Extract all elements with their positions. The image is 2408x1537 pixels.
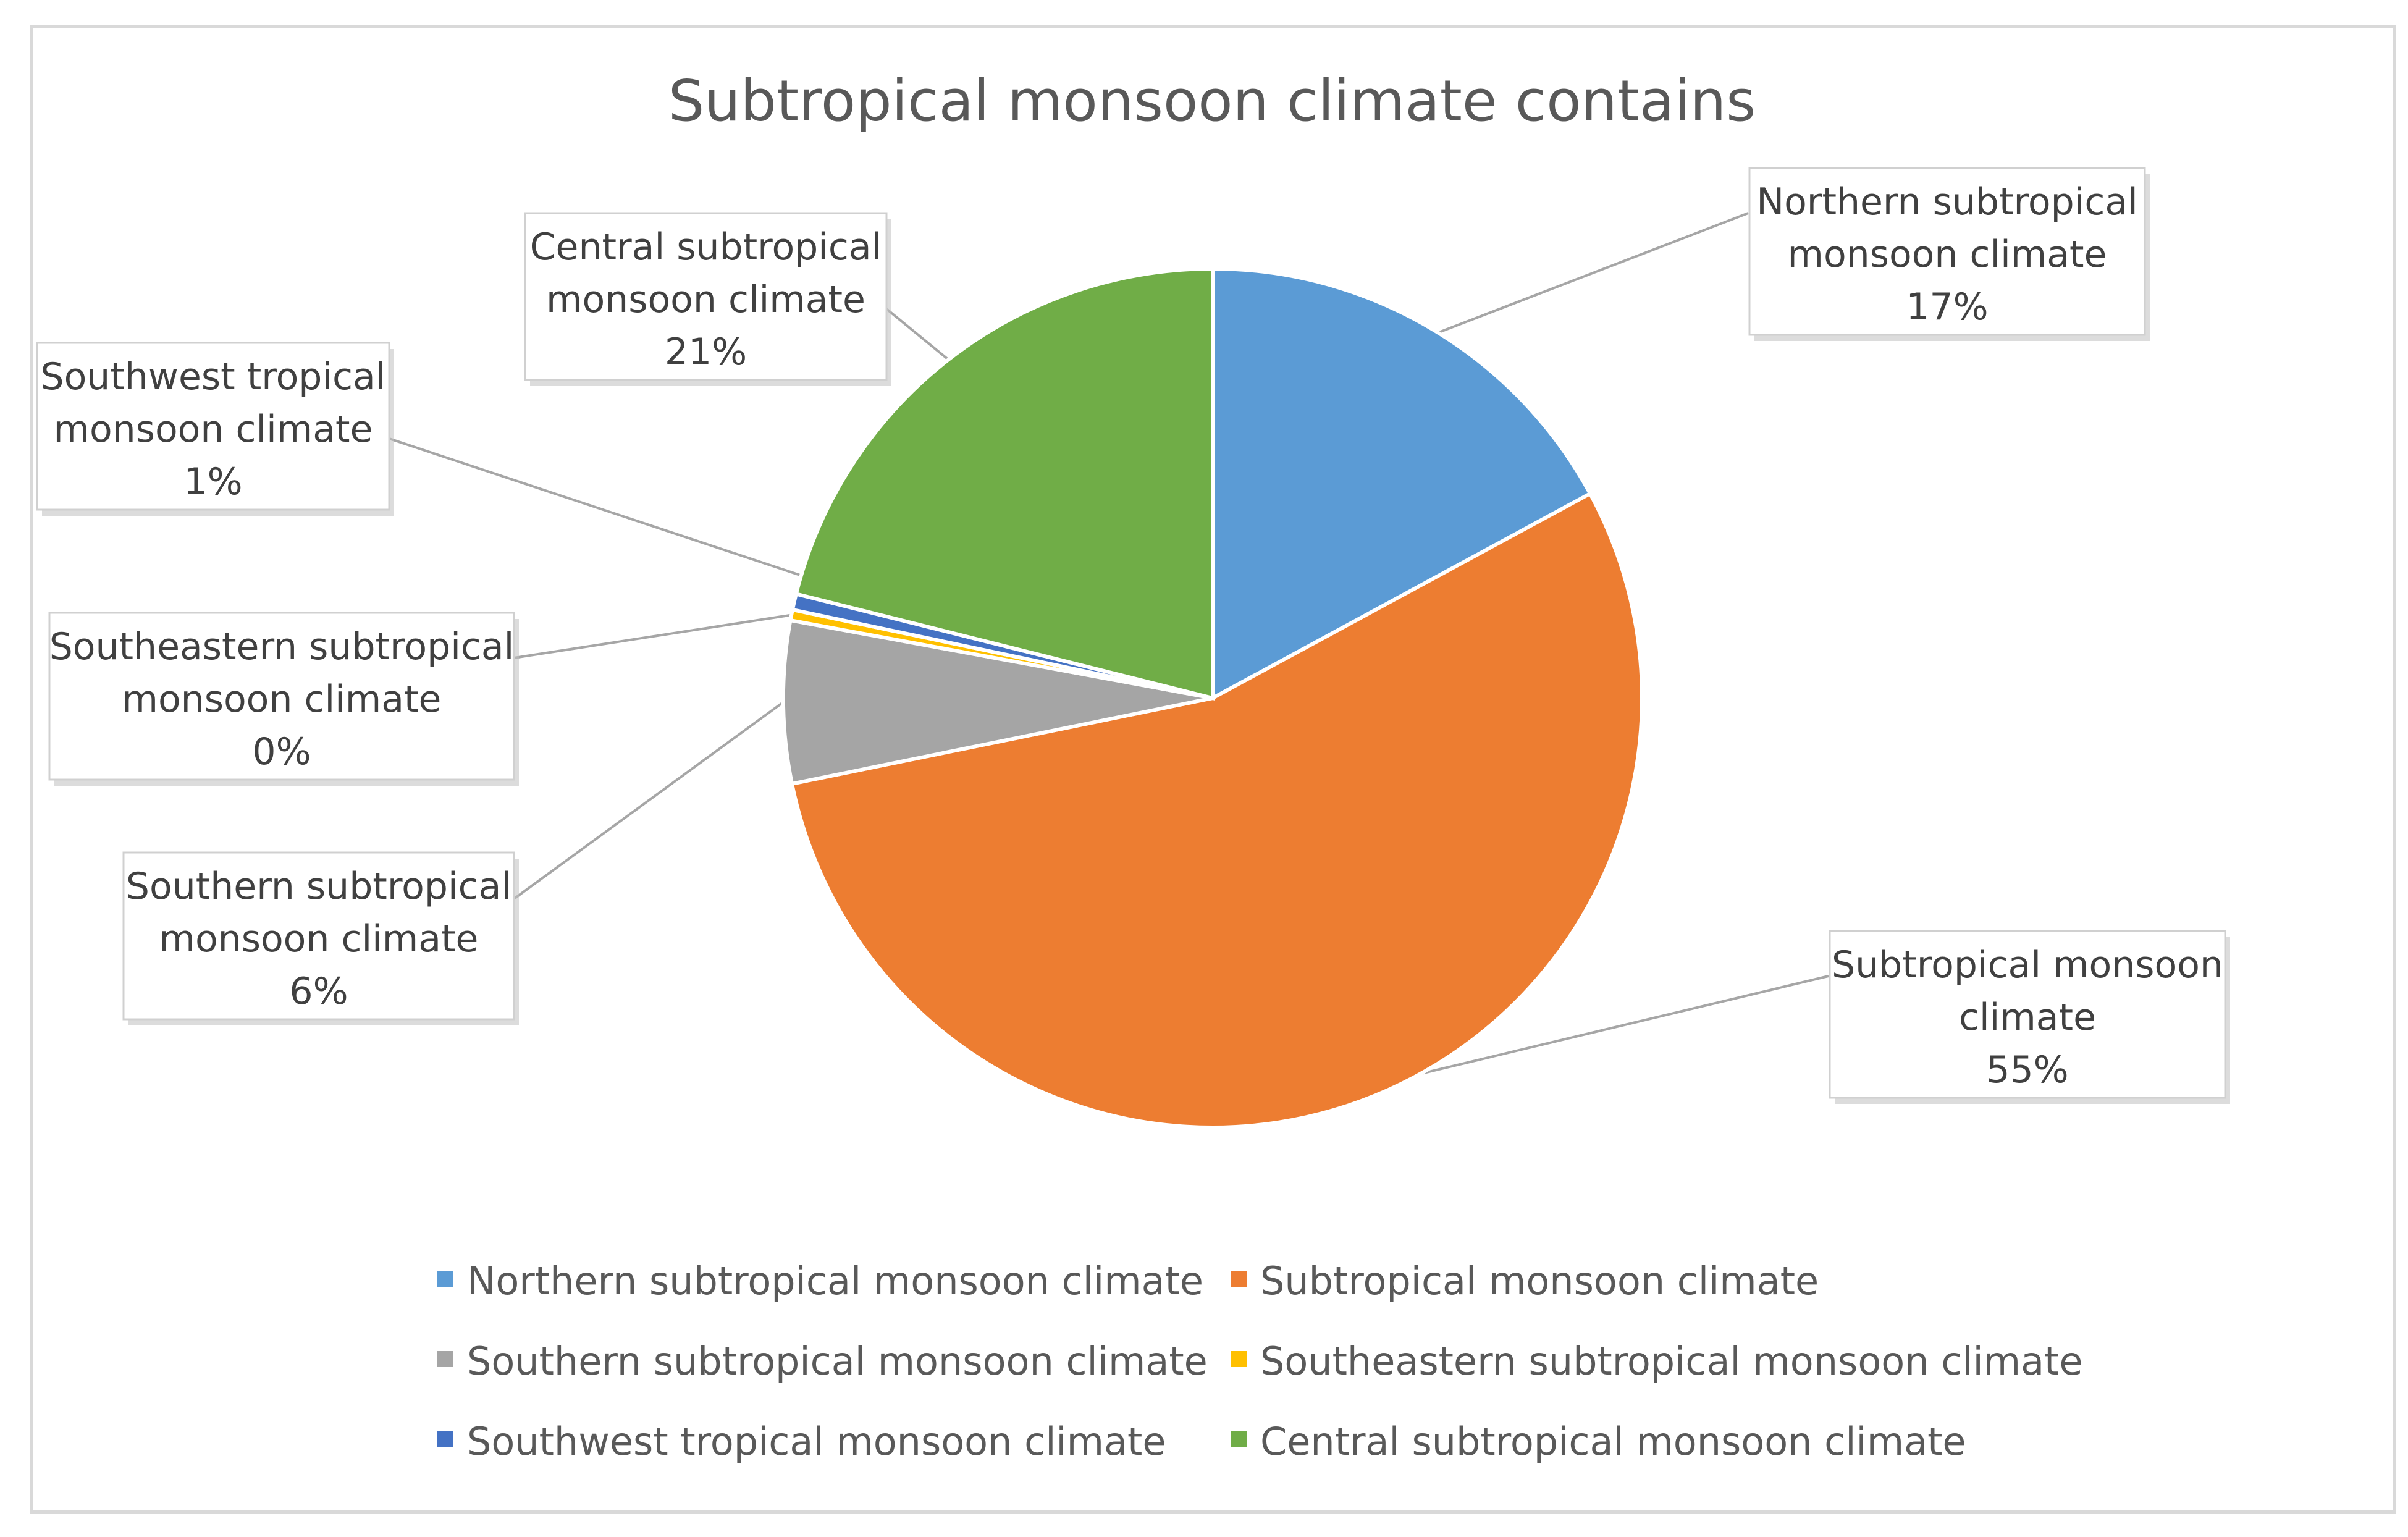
data-labels: Northern subtropical monsoon climate 17% Su…: [36, 167, 2230, 1104]
data-label-box-0: [1748, 167, 2146, 336]
legend-label-2: Southern subtropical monsoon climate: [467, 1339, 1208, 1384]
leader-line-3: [513, 613, 792, 659]
legend-label-0: Northern subtropical monsoon climate: [467, 1258, 1203, 1303]
legend-label-3: Southeastern subtropical monsoon climate: [1260, 1339, 2083, 1384]
data-label-1-line-2: 55%: [1986, 1048, 2068, 1092]
data-label-4-line-1: monsoon climate: [54, 408, 373, 451]
pie-slices: [781, 266, 1644, 1129]
data-label-0-line-1: monsoon climate: [1788, 233, 2107, 276]
data-label-box-4: [36, 342, 390, 511]
data-label-3-line-2: 0%: [252, 730, 311, 773]
data-label-1-line-1: climate: [1959, 996, 2096, 1039]
legend: Northern subtropical monsoon climate Subt…: [437, 1258, 2083, 1464]
data-label-5-line-1: monsoon climate: [546, 278, 865, 321]
pie-slice-0: [1211, 266, 1593, 702]
data-label-box-2: [122, 851, 515, 1021]
data-label-3-line-1: monsoon climate: [122, 678, 442, 721]
leader-line-0: [1427, 212, 1749, 338]
data-label-2-line-2: 6%: [289, 970, 348, 1013]
legend-swatch-5: [1231, 1431, 1247, 1447]
data-label-4-line-0: Southwest tropical: [41, 355, 386, 398]
pie-slice-5: [794, 266, 1215, 701]
chart-title: Subtropical monsoon climate contains: [668, 68, 1756, 134]
data-label-2-line-1: monsoon climate: [159, 917, 479, 961]
legend-swatch-1: [1231, 1271, 1247, 1287]
legend-swatch-3: [1231, 1351, 1247, 1367]
leader-line-5: [885, 308, 949, 361]
data-label-5-line-2: 21%: [665, 331, 747, 374]
data-label-box-1: [1829, 930, 2226, 1099]
legend-swatch-0: [437, 1271, 453, 1287]
data-label-box-5: [524, 212, 888, 381]
legend-label-1: Subtropical monsoon climate: [1260, 1258, 1819, 1303]
data-label-4-line-2: 1%: [183, 460, 242, 503]
legend-swatch-4: [437, 1431, 453, 1447]
data-label-5-line-0: Central subtropical: [530, 225, 882, 269]
leader-line-2: [513, 701, 785, 900]
legend-label-5: Central subtropical monsoon climate: [1260, 1419, 1966, 1464]
pie-slice-2: [781, 618, 1213, 786]
data-label-box-3: [48, 612, 515, 781]
leader-line-1: [1354, 975, 1829, 1091]
legend-label-4: Southwest tropical monsoon climate: [467, 1419, 1166, 1464]
legend-swatch-2: [437, 1351, 453, 1367]
data-label-0-line-0: Northern subtropical: [1756, 180, 2138, 224]
data-label-0-line-2: 17%: [1906, 285, 1988, 329]
data-label-1-line-0: Subtropical monsoon: [1832, 943, 2223, 987]
pie-slice-1: [789, 491, 1644, 1129]
data-label-3-line-0: Southeastern subtropical: [49, 625, 515, 668]
data-label-2-line-0: Southern subtropical: [126, 865, 511, 908]
